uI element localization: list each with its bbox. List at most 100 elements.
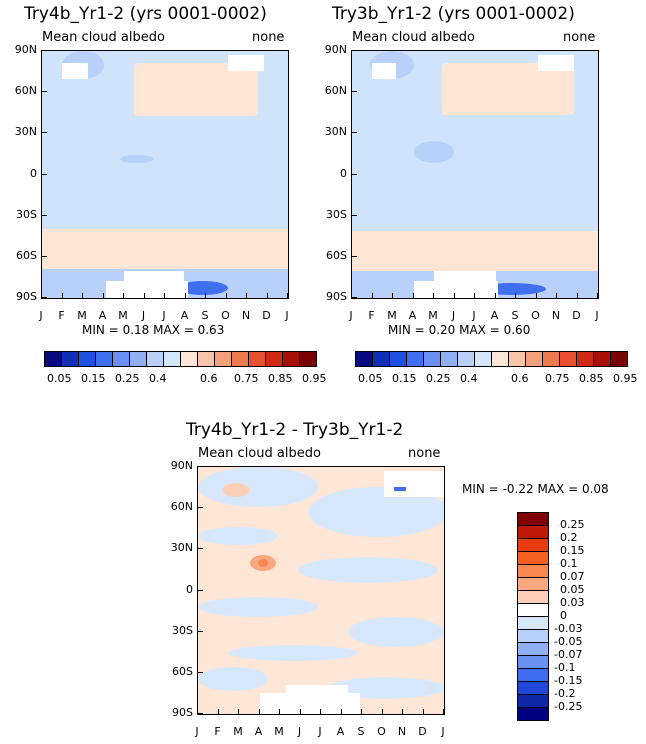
colorbar-label: 0.95 — [302, 372, 327, 385]
x-tick-mark — [197, 709, 198, 714]
y-tick-mark — [42, 297, 47, 298]
x-tick-mark — [102, 293, 104, 298]
x-tick-mark — [279, 709, 280, 714]
x-tick-label: M — [387, 309, 397, 322]
colorbar-cell — [373, 352, 390, 366]
y-tick-mark — [42, 173, 47, 175]
colorbar-cell — [164, 352, 181, 366]
colorbar-cell — [266, 352, 283, 366]
colorbar-vertical — [517, 512, 549, 721]
y-tick-mark — [42, 214, 47, 216]
chart-subtitle-left: Mean cloud albedo — [352, 30, 475, 45]
x-tick-label: N — [551, 309, 561, 322]
x-tick-mark — [299, 709, 301, 714]
colorbar-cell — [390, 352, 407, 366]
y-tick-mark — [42, 50, 47, 51]
y-tick-label: 90N — [324, 43, 347, 56]
y-tick-mark — [352, 255, 357, 257]
x-tick-label: J — [441, 725, 445, 738]
contour-patch-low — [198, 597, 318, 617]
min-label: MIN = — [462, 482, 499, 496]
colorbar-label: 0.25 — [115, 372, 140, 385]
x-tick-mark — [474, 293, 475, 298]
colorbar-label: 0.95 — [613, 372, 638, 385]
colorbar-label: -0.05 — [554, 635, 583, 648]
x-tick-mark — [258, 709, 260, 714]
x-tick-label: M — [428, 309, 438, 322]
colorbar-cell — [45, 352, 62, 366]
y-tick-mark — [352, 132, 357, 134]
colorbar-label: 0.1 — [560, 557, 578, 570]
x-tick-label: S — [201, 309, 209, 322]
x-tick-label: A — [336, 725, 345, 738]
x-tick-mark — [392, 293, 393, 298]
x-tick-label: O — [221, 309, 230, 322]
colorbar-cell — [518, 643, 548, 656]
chart-subtitle-right: none — [563, 30, 596, 45]
x-tick-mark — [184, 293, 186, 298]
colorbar-cell — [509, 352, 526, 366]
max-value: 0.63 — [197, 323, 225, 337]
chart-subtitle-right: none — [252, 30, 285, 45]
y-tick-label: 30N — [170, 541, 193, 555]
x-tick-mark — [217, 709, 219, 714]
colorbar-cell — [215, 352, 232, 366]
colorbar-label: 0.15 — [560, 544, 585, 557]
missing-data-region — [372, 63, 396, 79]
max-label: MAX = — [153, 323, 194, 337]
x-tick-mark — [422, 709, 424, 714]
chart-title: Try4b_Yr1-2 (yrs 0001-0002) — [24, 4, 267, 24]
min-label: MIN = — [82, 323, 119, 337]
x-tick-label: A — [490, 309, 499, 322]
colorbar-label: -0.15 — [554, 674, 583, 687]
min-value: 0.20 — [428, 323, 456, 337]
y-tick-label: 60S — [16, 248, 37, 262]
x-tick-label: F — [58, 309, 65, 322]
x-tick-label: J — [141, 309, 146, 322]
min-label: MIN = — [388, 323, 425, 337]
contour-patch-low — [228, 645, 358, 661]
x-tick-mark — [535, 293, 537, 298]
colorbar-label: 0.6 — [200, 372, 218, 385]
x-tick-mark — [82, 293, 83, 298]
x-tick-label: N — [397, 725, 407, 738]
x-tick-mark — [123, 293, 124, 298]
x-tick-mark — [164, 293, 165, 298]
colorbar-label: 0.15 — [81, 372, 106, 385]
colorbar-label: 0.07 — [560, 570, 585, 583]
x-tick-label: J — [285, 309, 289, 322]
contour-patch-low — [394, 487, 406, 491]
y-tick-label: 0 — [30, 166, 37, 180]
contour-patch-low — [198, 667, 268, 691]
x-tick-label: J — [451, 309, 456, 322]
x-tick-mark — [61, 293, 63, 298]
colorbar-cell — [518, 656, 548, 669]
colorbar-label: -0.2 — [554, 687, 576, 700]
contour-band-high — [42, 229, 288, 269]
colorbar-label: 0.75 — [234, 372, 259, 385]
contour-patch-high — [258, 559, 268, 567]
colorbar-cell — [518, 695, 548, 708]
colorbar — [44, 351, 317, 367]
contour-patch-low — [414, 141, 454, 163]
colorbar-label: 0.25 — [426, 372, 451, 385]
missing-data-region — [538, 55, 574, 71]
y-tick-label: 30S — [16, 207, 37, 221]
contour-band-high — [442, 63, 574, 115]
colorbar-label: 0.25 — [560, 518, 585, 531]
colorbar-cell — [518, 682, 548, 695]
x-tick-label: J — [195, 725, 199, 738]
missing-data-region — [106, 281, 188, 298]
x-tick-mark — [443, 709, 444, 714]
x-tick-mark — [433, 293, 434, 298]
y-tick-label: 30N — [324, 125, 347, 139]
x-tick-label: M — [77, 309, 87, 322]
max-label: MAX = — [537, 482, 579, 496]
colorbar-label: 0.4 — [149, 372, 167, 385]
colorbar-label: 0.03 — [560, 596, 585, 609]
colorbar — [355, 351, 628, 367]
x-tick-label: A — [98, 309, 107, 322]
x-tick-mark — [351, 293, 352, 298]
chart-title: Try4b_Yr1-2 - Try3b_Yr1-2 — [186, 420, 404, 440]
x-tick-mark — [515, 293, 516, 298]
